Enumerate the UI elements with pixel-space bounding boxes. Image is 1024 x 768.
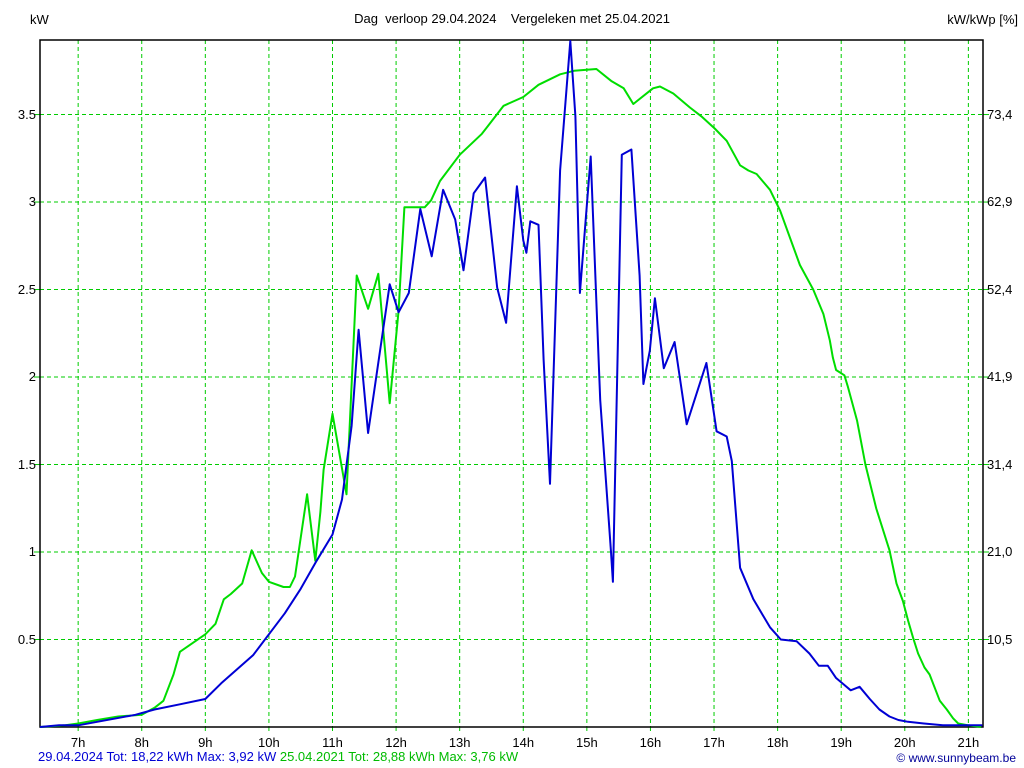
y-axis-label-left: 0.5 — [17, 631, 36, 647]
x-axis-label: 10h — [258, 735, 280, 750]
y-axis-label-right: 21,0 — [987, 544, 1013, 559]
x-axis-label: 21h — [957, 735, 980, 750]
series1-line — [39, 40, 983, 728]
y-axis-label-right: 62,9 — [987, 194, 1013, 210]
y-axis-label-left: 1.5 — [17, 456, 36, 472]
x-axis-label: 12h — [385, 735, 407, 750]
y-axis-label-right: 41,9 — [987, 369, 1013, 385]
y-axis-label-right: 73,4 — [987, 106, 1013, 122]
y-axis-label-right: 52,4 — [987, 281, 1013, 297]
y-axis-label-left: 3.5 — [17, 106, 36, 122]
right-axis-unit-label: kW/kWp [%] — [947, 12, 1018, 27]
y-axis-label-right: 31,4 — [987, 456, 1013, 472]
plot-border — [39, 39, 984, 728]
footer-summary: 29.04.2024 Tot: 18,22 kWh Max: 3,92 kW 2… — [38, 749, 518, 764]
x-axis-label: 14h — [512, 735, 535, 750]
y-axis-label-left: 2 — [28, 369, 36, 385]
y-axis-label-right: 10,5 — [987, 631, 1013, 647]
copyright-link[interactable]: © www.sunnybeam.be — [896, 751, 1016, 765]
x-axis-label: 15h — [575, 735, 598, 750]
x-axis-label: 11h — [322, 735, 343, 750]
x-axis-label: 9h — [198, 735, 213, 750]
y-axis-label-left: 3 — [28, 194, 36, 210]
x-axis-label: 8h — [134, 735, 149, 750]
y-axis-label-left: 2.5 — [17, 281, 36, 297]
chart-title: Dag verloop 29.04.2024 Vergeleken met 25… — [354, 11, 670, 26]
x-axis-label: 20h — [893, 735, 916, 750]
x-axis-label: 17h — [703, 735, 725, 750]
x-axis-label: 19h — [830, 735, 853, 750]
x-axis-label: 7h — [70, 735, 86, 750]
x-axis-label: 16h — [639, 735, 662, 750]
left-axis-unit-label: kW — [30, 12, 49, 27]
x-axis-label: 18h — [766, 735, 789, 750]
series2-line — [39, 68, 982, 728]
series2-summary: 25.04.2021 Tot: 28,88 kWh Max: 3,76 kW — [279, 749, 519, 764]
y-axis-label-left: 1 — [28, 544, 36, 559]
series1-summary: 29.04.2024 Tot: 18,22 kWh Max: 3,92 kW — [38, 749, 277, 764]
x-axis-label: 13h — [448, 735, 471, 750]
